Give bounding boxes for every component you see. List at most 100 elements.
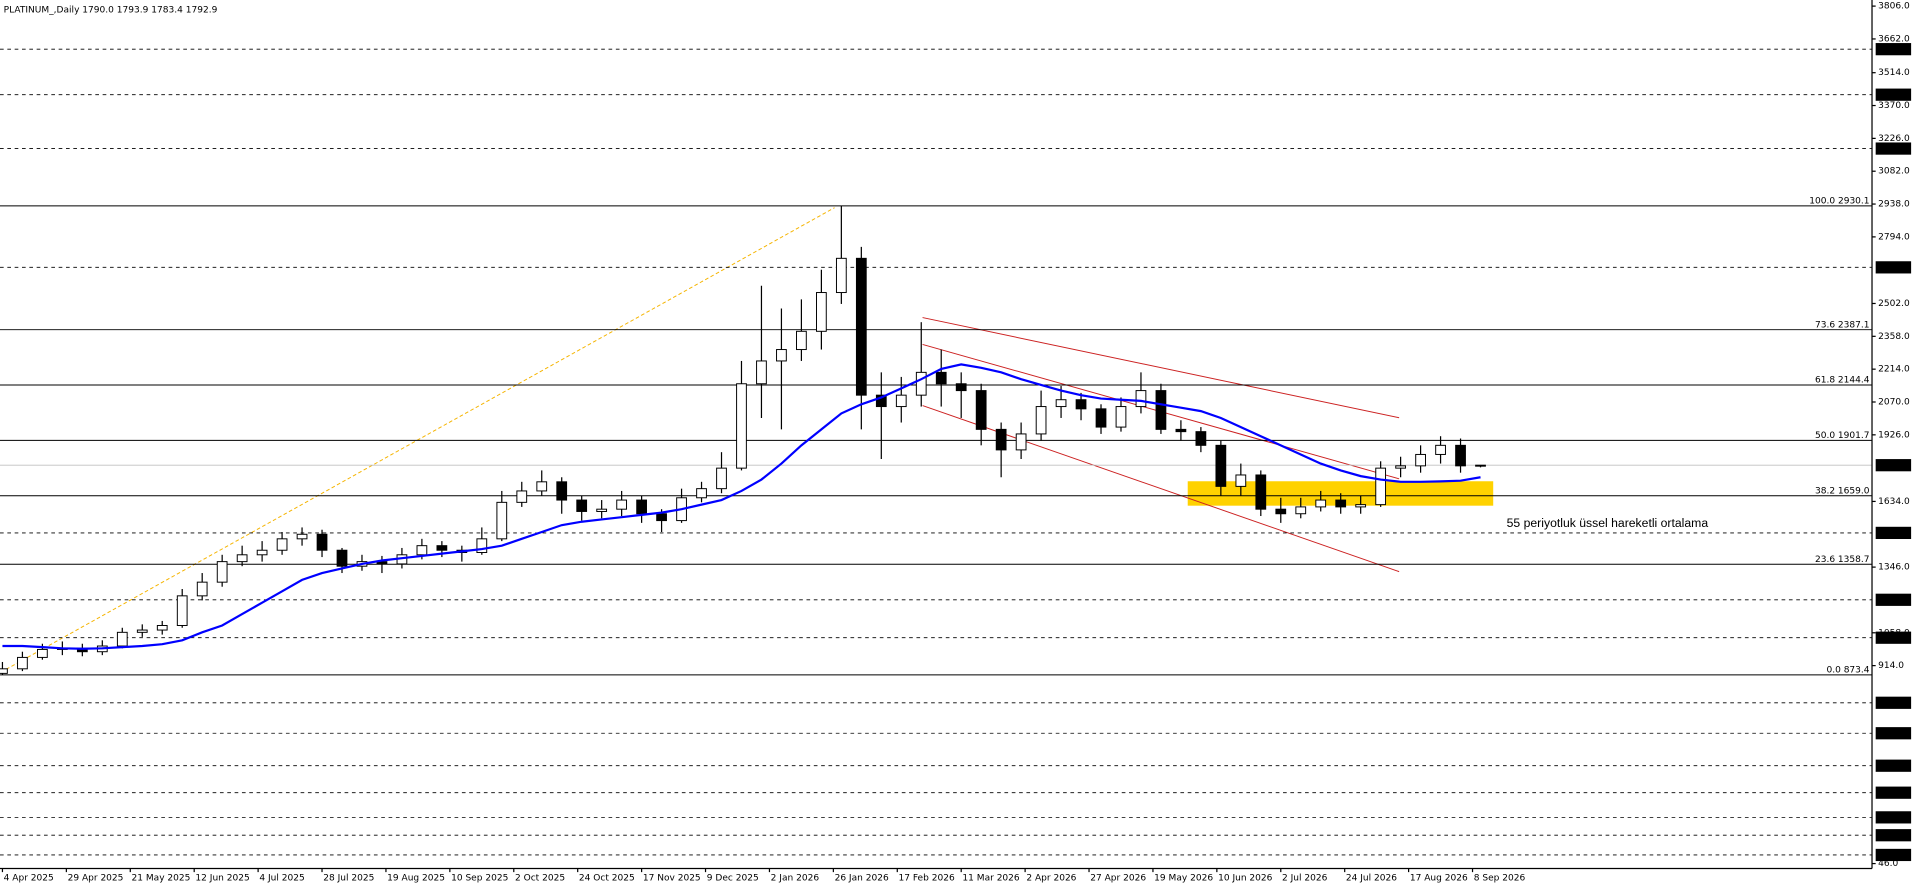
candle-body <box>436 545 448 551</box>
level-box <box>1875 526 1912 540</box>
x-tick-label: 9 Dec 2025 <box>707 874 759 884</box>
fib-label: 0.0 873.4 <box>1826 665 1869 675</box>
candle-body <box>656 513 667 522</box>
y-tick-label: 2502.0 <box>1878 299 1910 309</box>
annotation: 55 periyotluk üssel hareketli ortalama <box>1507 516 1709 530</box>
candle-body <box>536 481 548 492</box>
x-tick-label: 28 Jul 2025 <box>323 874 374 884</box>
x-tick-label: 12 Jun 2025 <box>195 874 249 884</box>
candle-body <box>975 390 987 430</box>
candle-body <box>496 501 508 540</box>
level-box <box>1875 631 1912 644</box>
candle-body <box>1015 433 1027 451</box>
level-label: 1036.4 <box>1878 634 1910 644</box>
candle-body <box>1355 504 1367 508</box>
y-tick-label: 2794.0 <box>1878 232 1910 242</box>
level-box <box>1875 786 1912 799</box>
y-tick-label: 3806.0 <box>1878 2 1910 12</box>
level-box <box>1875 261 1912 274</box>
ema-line <box>2 363 1481 650</box>
candle-body <box>616 499 628 510</box>
x-tick-label: 11 Mar 2026 <box>962 874 1020 884</box>
candle-body <box>1415 453 1426 467</box>
candle-body <box>855 257 867 396</box>
level-label: 3617.2 <box>1878 45 1910 55</box>
level-box <box>1875 727 1912 740</box>
candle-body <box>17 656 28 670</box>
y-tick-label: 914.0 <box>1878 661 1904 671</box>
level-label: 83.8 <box>1878 851 1898 861</box>
x-tick-label: 17 Aug 2026 <box>1410 874 1468 884</box>
current-price-label: 1792.9 <box>1878 461 1910 471</box>
candle-body <box>256 549 268 556</box>
y-tick-label: 3082.0 <box>1878 167 1910 177</box>
candle-body <box>336 549 348 567</box>
level-box <box>1875 696 1912 709</box>
x-tick-label: 21 May 2025 <box>131 874 190 884</box>
x-tick-label: 17 Nov 2025 <box>643 874 701 884</box>
candle-body <box>835 257 847 294</box>
candle-body <box>116 631 128 647</box>
level-label: 3181.3 <box>1878 145 1910 155</box>
candle-body <box>316 533 328 551</box>
candle-body <box>1255 474 1267 510</box>
fib-baseline <box>5 207 835 670</box>
level-label: 617.5 <box>1878 729 1904 739</box>
y-tick-label: 1634.0 <box>1878 497 1910 507</box>
x-tick-label: 29 Apr 2025 <box>68 874 124 884</box>
candle-body <box>1235 474 1247 487</box>
candle-body <box>1275 508 1287 515</box>
level-label: 751.1 <box>1878 699 1904 709</box>
candle-body <box>276 538 288 551</box>
candle-body <box>1395 465 1407 469</box>
channel-upper <box>922 317 1400 419</box>
y-tick-label: 3514.0 <box>1878 68 1910 78</box>
fib-label: 38.2 1659.0 <box>1815 486 1870 496</box>
candle-body <box>1295 506 1307 515</box>
candle-body <box>776 349 787 362</box>
candle-body <box>995 428 1007 451</box>
y-tick-label: 3370.0 <box>1878 101 1910 111</box>
candle-body <box>376 561 388 565</box>
level-box <box>1875 43 1912 56</box>
x-tick-label: 27 Apr 2026 <box>1090 874 1146 884</box>
y-tick-label: 46.0 <box>1878 859 1898 869</box>
candle-body <box>556 481 568 501</box>
y-tick-label: 2358.0 <box>1878 332 1910 342</box>
candle-body <box>156 624 168 631</box>
x-tick-label: 10 Jun 2026 <box>1218 874 1273 884</box>
candle-body <box>516 490 528 503</box>
x-tick-label: 8 Sep 2026 <box>1474 874 1526 884</box>
x-tick-label: 24 Oct 2025 <box>579 874 635 884</box>
level-label: 1496.0 <box>1878 529 1910 539</box>
level-label: 170.3 <box>1878 831 1904 841</box>
y-tick-label: 2070.0 <box>1878 398 1910 408</box>
y-tick-label: 2938.0 <box>1878 200 1910 210</box>
x-tick-label: 17 Feb 2026 <box>899 874 955 884</box>
candle-body <box>935 371 947 385</box>
fib-label: 73.6 2387.1 <box>1815 320 1870 330</box>
x-tick-label: 2 Jul 2026 <box>1282 874 1328 884</box>
level-label: 356.8 <box>1878 789 1904 799</box>
x-tick-label: 4 Jul 2025 <box>259 874 304 884</box>
candle-body <box>636 499 647 515</box>
candle-body <box>1135 390 1147 408</box>
y-tick-label: 2214.0 <box>1878 365 1910 375</box>
x-tick-label: 2 Apr 2026 <box>1026 874 1076 884</box>
candle-body <box>875 394 887 408</box>
x-tick-label: 26 Jan 2026 <box>835 874 889 884</box>
candle-body <box>796 330 807 351</box>
x-tick-label: 19 Aug 2025 <box>387 874 445 884</box>
y-tick-label: 1346.0 <box>1878 563 1910 573</box>
marks <box>0 205 1486 675</box>
level-label: 248.6 <box>1878 813 1904 823</box>
chart-title: PLATINUM_,Daily 1790.0 1793.9 1783.4 179… <box>4 5 218 15</box>
candle-body <box>576 499 588 512</box>
candle-body <box>1435 444 1446 455</box>
y-tick-label: 1926.0 <box>1878 430 1910 440</box>
candle-body <box>0 668 8 674</box>
x-tick-label: 19 May 2026 <box>1154 874 1213 884</box>
